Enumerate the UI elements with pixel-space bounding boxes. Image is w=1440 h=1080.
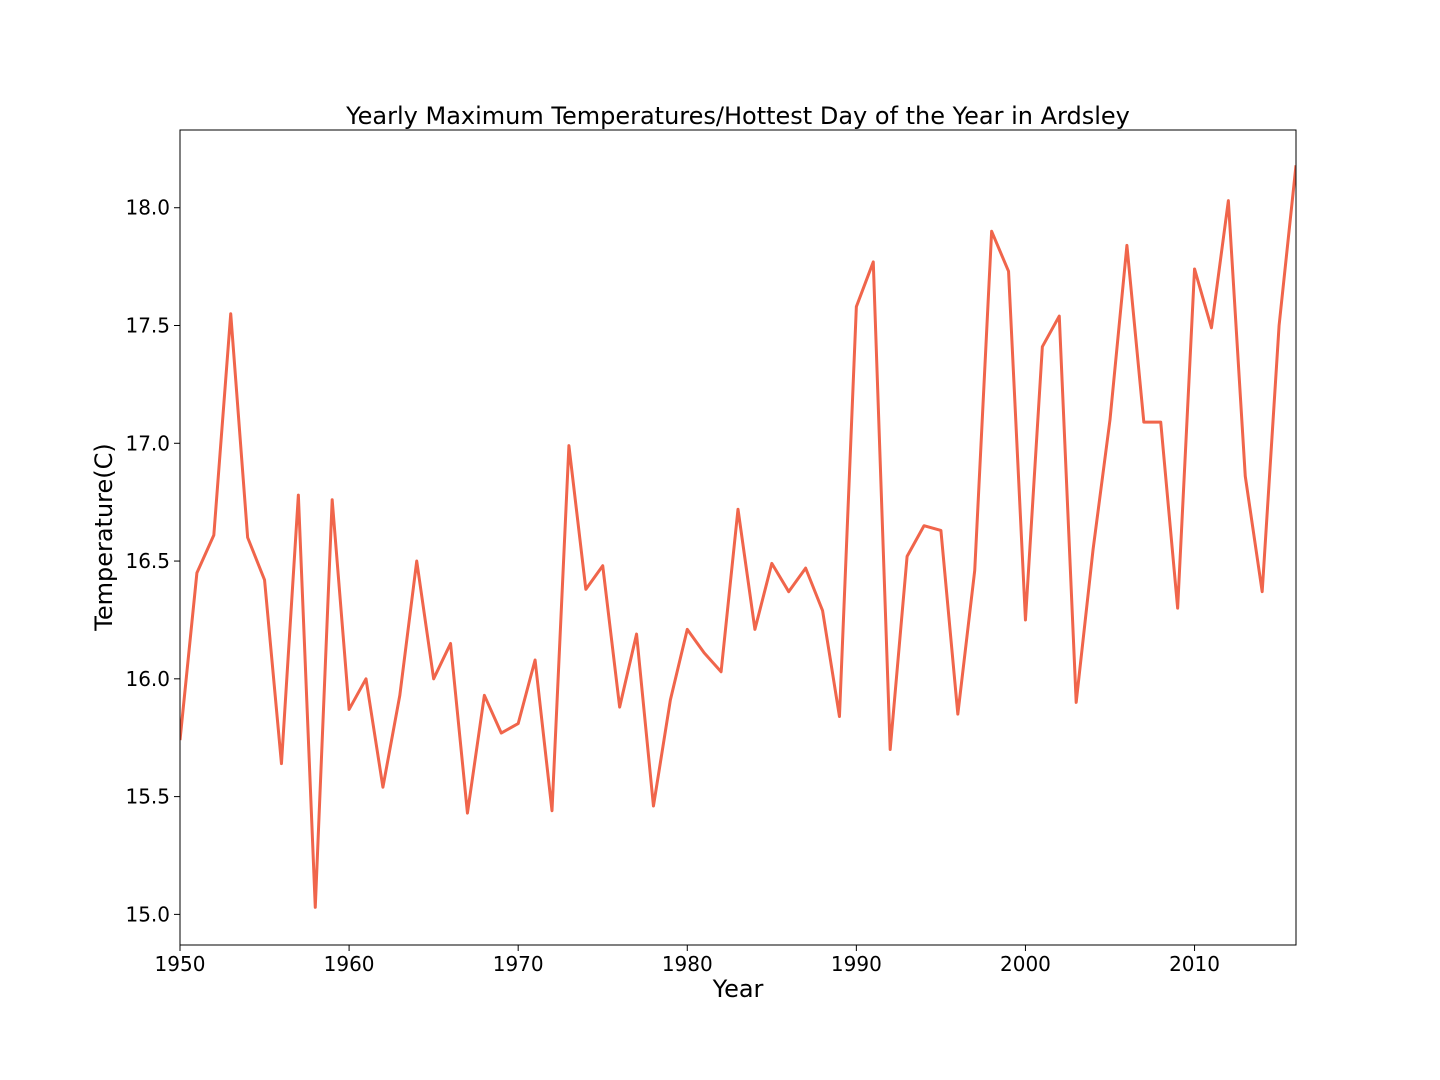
y-tick-label: 17.5 <box>125 314 170 338</box>
y-axis-label: Temperature(C) <box>90 443 118 632</box>
x-tick-label: 1990 <box>831 952 882 976</box>
x-axis: 1950 1960 1970 1980 1990 2000 2010 <box>155 945 1220 976</box>
x-tick-label: 1970 <box>493 952 544 976</box>
y-tick-label: 15.0 <box>125 902 170 926</box>
y-tick-label: 15.5 <box>125 785 170 809</box>
x-tick-label: 1960 <box>324 952 375 976</box>
x-tick-label: 2010 <box>1169 952 1220 976</box>
y-axis: 15.0 15.5 16.0 16.5 17.0 17.5 18.0 <box>125 196 180 926</box>
plot-frame <box>179 129 1297 946</box>
x-axis-label: Year <box>712 975 764 1003</box>
x-tick-label: 2000 <box>1000 952 1051 976</box>
x-tick-label: 1980 <box>662 952 713 976</box>
y-tick-label: 16.5 <box>125 549 170 573</box>
x-tick-label: 1950 <box>155 952 206 976</box>
series-line-0 <box>180 165 1296 909</box>
y-tick-label: 17.0 <box>125 431 170 455</box>
plot-area <box>179 129 1297 946</box>
y-tick-label: 18.0 <box>125 196 170 220</box>
y-tick-label: 16.0 <box>125 667 170 691</box>
chart-title: Yearly Maximum Temperatures/Hottest Day … <box>345 102 1130 130</box>
